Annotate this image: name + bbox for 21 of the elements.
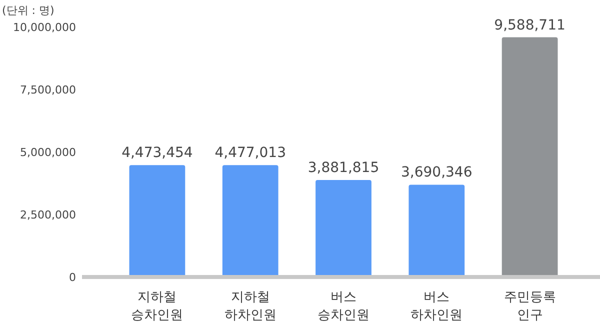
bar <box>316 180 372 277</box>
x-tick-label: 버스 하차인원 <box>410 290 463 323</box>
x-tick-label: 지하철 승차인원 <box>131 290 184 323</box>
data-label: 9,588,711 <box>494 17 566 34</box>
y-tick-label: 5,000,000 <box>20 146 76 159</box>
data-label: 3,690,346 <box>401 164 472 181</box>
x-tick-label: 주민등록 인구 <box>504 290 556 323</box>
x-tick-label: 지하철 하차인원 <box>224 290 276 323</box>
bar <box>222 165 278 277</box>
bar <box>408 184 465 277</box>
data-label: 4,477,013 <box>214 145 286 162</box>
y-tick-label: 2,500,000 <box>20 208 76 222</box>
data-label: 3,881,815 <box>308 160 380 176</box>
y-tick-label: 7,500,000 <box>20 83 76 96</box>
bar <box>502 37 558 277</box>
y-tick-label: 0 <box>69 270 76 284</box>
text: (단위 : 명) <box>2 4 54 17</box>
data-label: 4,473,454 <box>122 145 193 162</box>
bar <box>129 165 186 277</box>
x-tick-label: 버스 승차인원 <box>318 290 370 323</box>
y-tick-label: 10,000,000 <box>13 20 76 34</box>
